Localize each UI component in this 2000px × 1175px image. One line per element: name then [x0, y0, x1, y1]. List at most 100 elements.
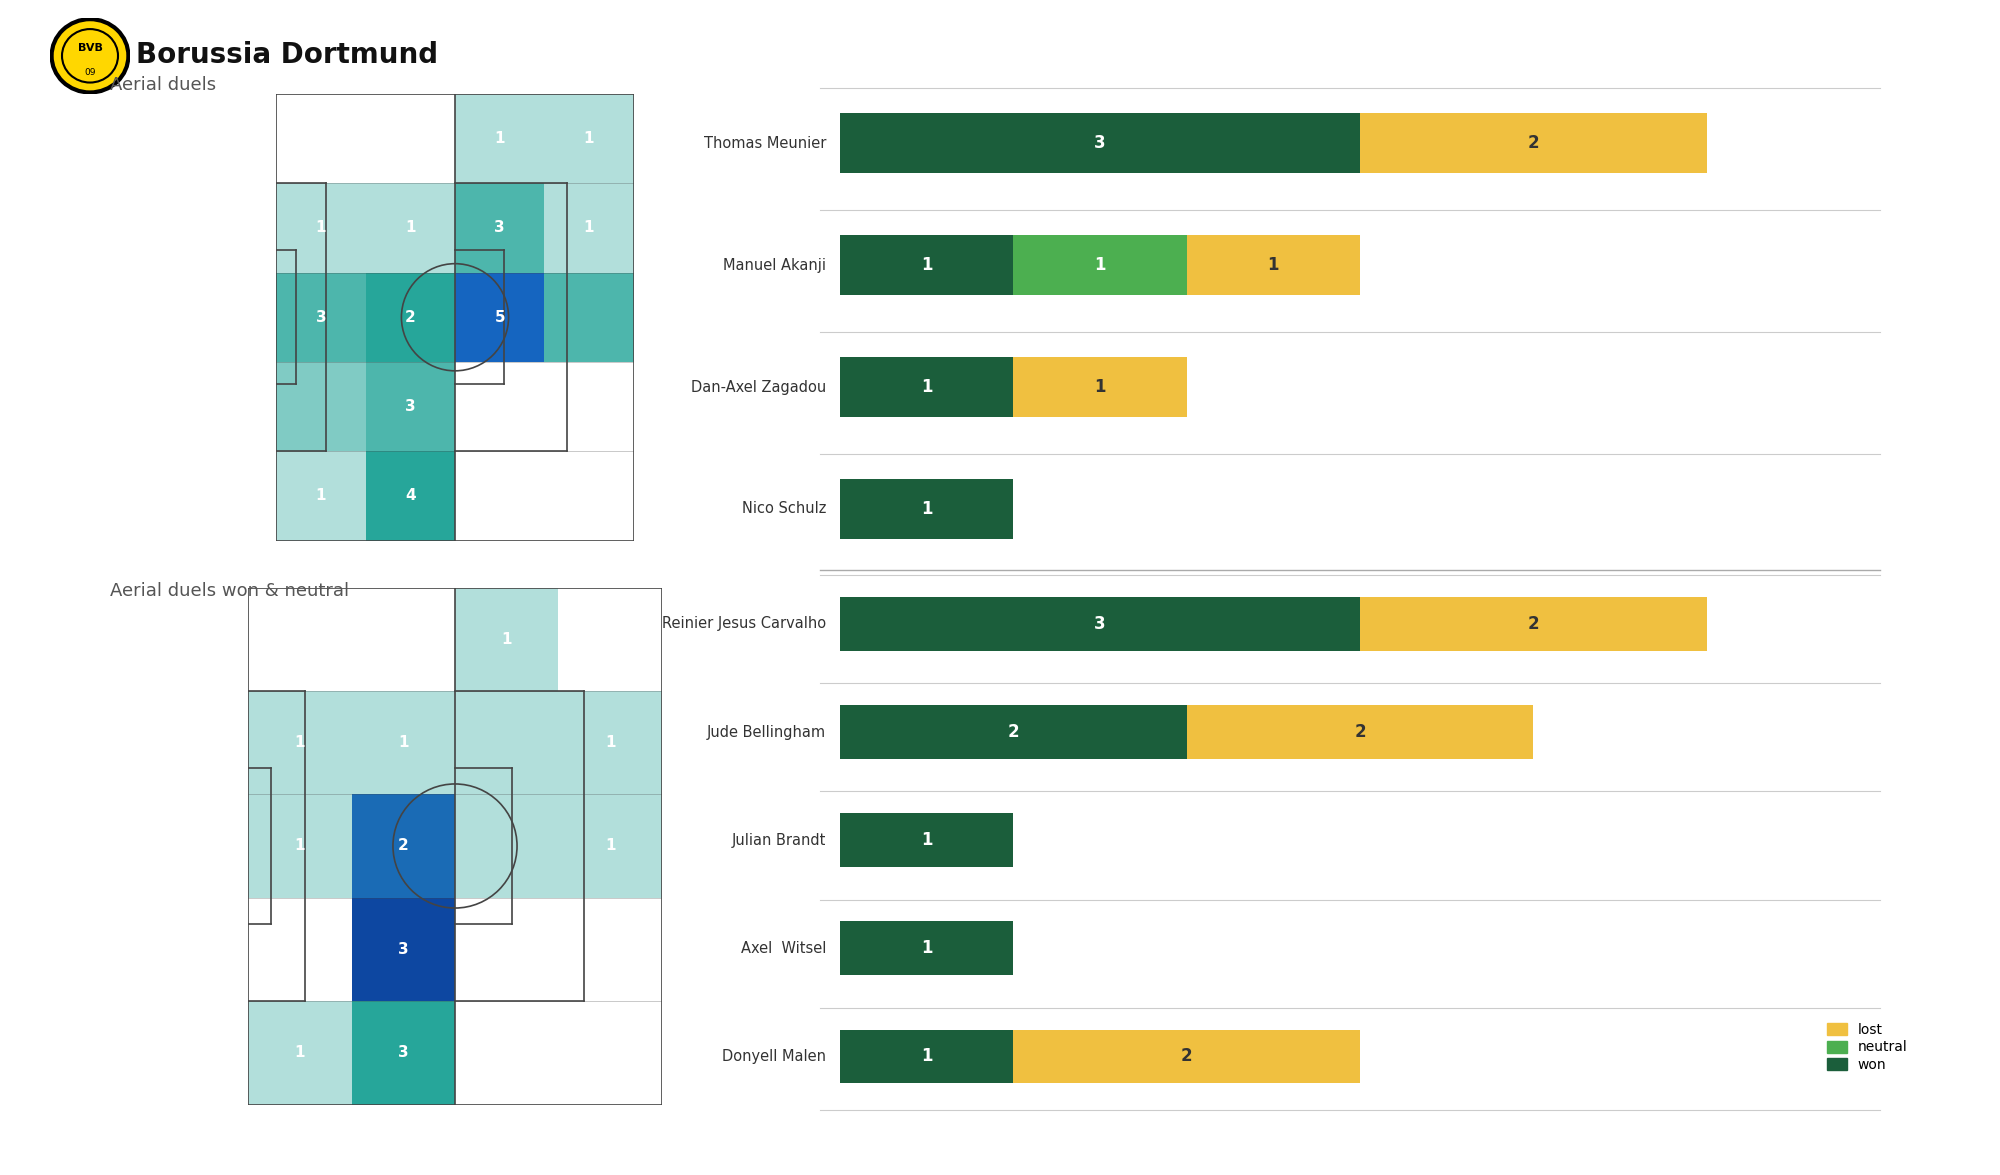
Bar	[248, 898, 352, 1001]
Bar	[366, 362, 456, 451]
Bar	[840, 597, 1360, 651]
Bar	[840, 478, 1014, 539]
Text: 2: 2	[404, 310, 416, 324]
Text: 1: 1	[920, 256, 932, 274]
Text: 1: 1	[920, 939, 932, 958]
Text: 1: 1	[294, 839, 306, 853]
Text: 3: 3	[406, 400, 416, 414]
Text: 3: 3	[1094, 615, 1106, 633]
Bar	[456, 1001, 558, 1104]
Bar	[456, 183, 544, 273]
Bar	[352, 691, 456, 794]
Bar	[456, 794, 558, 898]
Text: 09: 09	[84, 68, 96, 78]
Bar	[276, 183, 366, 273]
Text: 5: 5	[494, 310, 504, 324]
Bar	[558, 794, 662, 898]
Bar	[276, 362, 366, 451]
Bar	[840, 921, 1014, 975]
Text: 1: 1	[294, 1046, 306, 1060]
Bar	[840, 113, 1360, 174]
Bar	[276, 451, 366, 540]
Bar	[558, 898, 662, 1001]
Circle shape	[52, 19, 128, 93]
Text: Nico Schulz: Nico Schulz	[742, 502, 826, 517]
Text: 2: 2	[1354, 723, 1366, 741]
Bar	[544, 273, 634, 362]
Bar	[456, 273, 544, 362]
Bar	[544, 451, 634, 540]
Bar	[840, 235, 1014, 295]
Text: 2: 2	[398, 839, 408, 853]
Bar	[248, 1001, 352, 1104]
Text: 1: 1	[406, 221, 416, 235]
Text: 1: 1	[920, 499, 932, 518]
Bar	[1360, 113, 1706, 174]
Bar	[366, 451, 456, 540]
Text: 2: 2	[1180, 1047, 1192, 1066]
Bar	[456, 588, 558, 691]
Bar	[276, 273, 366, 362]
Text: Manuel Akanji: Manuel Akanji	[724, 257, 826, 273]
Bar	[1360, 597, 1706, 651]
Bar	[352, 898, 456, 1001]
Text: 2: 2	[1008, 723, 1020, 741]
Bar	[544, 183, 634, 273]
Text: 4: 4	[406, 489, 416, 503]
Bar	[1186, 705, 1534, 759]
Bar	[1014, 1029, 1360, 1083]
Text: Dan-Axel Zagadou: Dan-Axel Zagadou	[690, 380, 826, 395]
Text: Aerial duels won & neutral: Aerial duels won & neutral	[110, 582, 350, 599]
Text: 1: 1	[1094, 378, 1106, 396]
Text: 1: 1	[584, 221, 594, 235]
Text: Jude Bellingham: Jude Bellingham	[708, 725, 826, 739]
Bar	[456, 898, 558, 1001]
Bar	[544, 362, 634, 451]
Bar	[1014, 235, 1186, 295]
Text: 1: 1	[316, 221, 326, 235]
Bar	[840, 357, 1014, 417]
Bar	[248, 691, 352, 794]
Bar	[456, 451, 544, 540]
Text: Reinier Jesus Carvalho: Reinier Jesus Carvalho	[662, 617, 826, 631]
Bar	[840, 1029, 1014, 1083]
Text: 1: 1	[584, 132, 594, 146]
Bar	[248, 794, 352, 898]
Text: Aerial duels: Aerial duels	[110, 76, 216, 94]
Text: 1: 1	[316, 489, 326, 503]
Bar	[544, 94, 634, 183]
Text: 2: 2	[1528, 615, 1540, 633]
Bar	[456, 362, 544, 451]
Text: 1: 1	[494, 132, 504, 146]
Text: 1: 1	[294, 736, 306, 750]
Text: 2: 2	[1528, 134, 1540, 153]
Text: 1: 1	[920, 378, 932, 396]
Bar	[558, 1001, 662, 1104]
Text: Julian Brandt: Julian Brandt	[732, 833, 826, 847]
Bar	[248, 588, 352, 691]
Text: 1: 1	[1268, 256, 1280, 274]
Bar	[276, 94, 366, 183]
Text: BVB: BVB	[78, 43, 102, 53]
Text: 1: 1	[920, 831, 932, 850]
Bar	[456, 94, 544, 183]
Bar	[352, 794, 456, 898]
Text: 1: 1	[502, 632, 512, 646]
Text: Borussia Dortmund: Borussia Dortmund	[136, 41, 438, 69]
Bar	[840, 813, 1014, 867]
Text: 1: 1	[920, 1047, 932, 1066]
Bar	[366, 183, 456, 273]
Text: Donyell Malen: Donyell Malen	[722, 1049, 826, 1063]
Text: Axel  Witsel: Axel Witsel	[740, 941, 826, 955]
Text: 3: 3	[1094, 134, 1106, 153]
Bar	[1014, 357, 1186, 417]
Text: 3: 3	[494, 221, 504, 235]
Text: 3: 3	[398, 1046, 408, 1060]
Bar	[558, 588, 662, 691]
Bar	[352, 1001, 456, 1104]
Bar	[352, 588, 456, 691]
Text: 1: 1	[604, 736, 616, 750]
Bar	[1186, 235, 1360, 295]
Text: 3: 3	[398, 942, 408, 956]
Bar	[456, 691, 558, 794]
